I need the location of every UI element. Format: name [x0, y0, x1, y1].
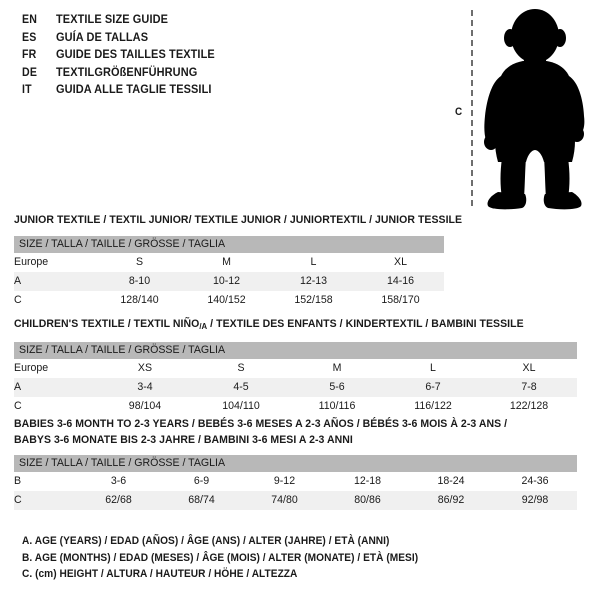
table-row: C 98/104 104/110 110/116 116/122 122/128 [14, 396, 578, 416]
table-cell: 12-13 [270, 271, 357, 291]
table-row: A 8-10 10-12 12-13 14-16 [14, 271, 445, 291]
table-row: Europe XS S M L XL [14, 358, 578, 378]
table-cell: 9-12 [243, 472, 326, 491]
language-row: ES GUÍA DE TALLAS [22, 30, 442, 48]
table-cell: 110/116 [289, 396, 385, 416]
section-babies: BABIES 3-6 MONTH TO 2-3 YEARS / BEBÉS 3-… [14, 417, 578, 510]
section-junior: JUNIOR TEXTILE / TEXTIL JUNIOR/ TEXTILE … [14, 213, 463, 310]
section-title-junior: JUNIOR TEXTILE / TEXTIL JUNIOR/ TEXTILE … [14, 214, 463, 226]
language-row: IT GUIDA ALLE TAGLIE TESSILI [22, 82, 442, 100]
table-babies: SIZE / TALLA / TAILLE / GRÖSSE / TAGLIA … [14, 455, 578, 510]
row-label: Europe [14, 358, 97, 378]
section-title-children-post: / TEXTILE DES ENFANTS / KINDERTEXTIL / B… [207, 318, 524, 330]
table-cell: 74/80 [243, 491, 326, 510]
table-cell: 3-4 [97, 377, 193, 397]
table-row: Europe S M L XL [14, 252, 445, 272]
section-title-children: CHILDREN'S TEXTILE / TEXTIL NIÑO/A / TEX… [14, 317, 538, 335]
language-title: TEXTILGRÖßENFÜHRUNG [56, 64, 198, 79]
language-title: GUIDA ALLE TAGLIE TESSILI [56, 82, 212, 97]
table-cell: XL [481, 358, 578, 378]
legend-block: A. AGE (YEARS) / EDAD (AÑOS) / ÂGE (ANS)… [22, 533, 448, 583]
language-title: TEXTILE SIZE GUIDE [56, 12, 169, 26]
legend-line-b: B. AGE (MONTHS) / EDAD (MESES) / ÂGE (MO… [22, 551, 419, 564]
table-cell: L [385, 358, 481, 378]
table-row: C 62/68 68/74 74/80 80/86 86/92 92/98 [14, 491, 578, 510]
table-cell: 86/92 [409, 491, 493, 510]
height-measure-label: C [455, 106, 463, 118]
table-cell: 18-24 [409, 472, 493, 491]
row-label: C [14, 491, 77, 510]
table-cell: 104/110 [193, 396, 289, 416]
table-cell: 158/170 [357, 290, 445, 310]
legend-line-a: A. AGE (YEARS) / EDAD (AÑOS) / ÂGE (ANS)… [22, 535, 390, 547]
language-code: FR [22, 49, 37, 62]
section-title-babies-line1: BABIES 3-6 MONTH TO 2-3 YEARS / BEBÉS 3-… [14, 418, 508, 430]
table-cell: 6-7 [385, 377, 481, 397]
legend-line-c: C. (cm) HEIGHT / ALTURA / HAUTEUR / HÖHE… [22, 568, 298, 580]
table-cell: L [270, 252, 357, 272]
section-title-babies-line2: BABYS 3-6 MONATE BIS 2-3 JAHRE / BAMBINI… [14, 433, 353, 446]
table-children: SIZE / TALLA / TAILLE / GRÖSSE / TAGLIA … [14, 341, 578, 416]
language-code: EN [22, 14, 38, 26]
row-label: A [14, 377, 97, 397]
table-cell: 4-5 [193, 377, 289, 397]
table-cell: 152/158 [270, 290, 357, 310]
table-band-row: SIZE / TALLA / TAILLE / GRÖSSE / TAGLIA [14, 455, 578, 472]
table-cell: 98/104 [97, 396, 193, 416]
table-band-label: SIZE / TALLA / TAILLE / GRÖSSE / TAGLIA [14, 235, 445, 253]
row-label: C [14, 396, 97, 416]
table-cell: 14-16 [357, 271, 445, 291]
table-cell: M [289, 358, 385, 378]
table-cell: 140/152 [183, 290, 270, 310]
language-code: DE [22, 66, 38, 79]
table-row: A 3-4 4-5 5-6 6-7 7-8 [14, 377, 578, 397]
height-dashed-line [471, 10, 473, 206]
row-label: A [14, 271, 96, 291]
language-code: ES [22, 31, 37, 44]
height-measure-figure: C [440, 0, 600, 215]
language-row: DE TEXTILGRÖßENFÜHRUNG [22, 65, 442, 83]
language-code: IT [22, 84, 32, 97]
table-cell: 8-10 [96, 271, 183, 291]
table-row: C 128/140 140/152 152/158 158/170 [14, 290, 445, 310]
language-title-list: EN TEXTILE SIZE GUIDE ES GUÍA DE TALLAS … [22, 12, 442, 100]
table-cell: 5-6 [289, 377, 385, 397]
row-label: Europe [14, 252, 96, 272]
table-band-label: SIZE / TALLA / TAILLE / GRÖSSE / TAGLIA [14, 341, 578, 359]
table-cell: S [96, 252, 183, 272]
section-title-children-pre: CHILDREN'S TEXTILE / TEXTIL NIÑO [14, 318, 200, 330]
language-title: GUIDE DES TAILLES TEXTILE [56, 47, 215, 62]
section-title-children-sub: /A [199, 321, 208, 331]
table-cell: 6-9 [160, 472, 243, 491]
section-children: CHILDREN'S TEXTILE / TEXTIL NIÑO/A / TEX… [14, 317, 578, 416]
table-cell: S [193, 358, 289, 378]
table-cell: 62/68 [77, 491, 160, 510]
table-cell: M [183, 252, 270, 272]
table-cell: 128/140 [96, 290, 183, 310]
table-cell: 92/98 [493, 491, 578, 510]
table-cell: 80/86 [326, 491, 409, 510]
table-row: B 3-6 6-9 9-12 12-18 18-24 24-36 [14, 472, 578, 491]
language-row: FR GUIDE DES TAILLES TEXTILE [22, 47, 442, 65]
row-label: C [14, 290, 96, 310]
table-cell: 12-18 [326, 472, 409, 491]
table-cell: 10-12 [183, 271, 270, 291]
table-cell: XS [97, 358, 193, 378]
table-cell: XL [357, 252, 445, 272]
table-cell: 3-6 [77, 472, 160, 491]
table-band-row: SIZE / TALLA / TAILLE / GRÖSSE / TAGLIA [14, 235, 445, 253]
table-cell: 24-36 [493, 472, 578, 491]
table-cell: 116/122 [385, 396, 481, 416]
table-cell: 122/128 [481, 396, 578, 416]
toddler-silhouette-icon [484, 9, 585, 210]
language-title: GUÍA DE TALLAS [56, 29, 149, 44]
table-band-row: SIZE / TALLA / TAILLE / GRÖSSE / TAGLIA [14, 341, 578, 359]
table-band-label: SIZE / TALLA / TAILLE / GRÖSSE / TAGLIA [14, 455, 578, 472]
row-label: B [14, 472, 77, 491]
table-cell: 7-8 [481, 377, 578, 397]
table-cell: 68/74 [160, 491, 243, 510]
table-junior: SIZE / TALLA / TAILLE / GRÖSSE / TAGLIA … [14, 235, 445, 310]
language-row: EN TEXTILE SIZE GUIDE [22, 12, 442, 30]
